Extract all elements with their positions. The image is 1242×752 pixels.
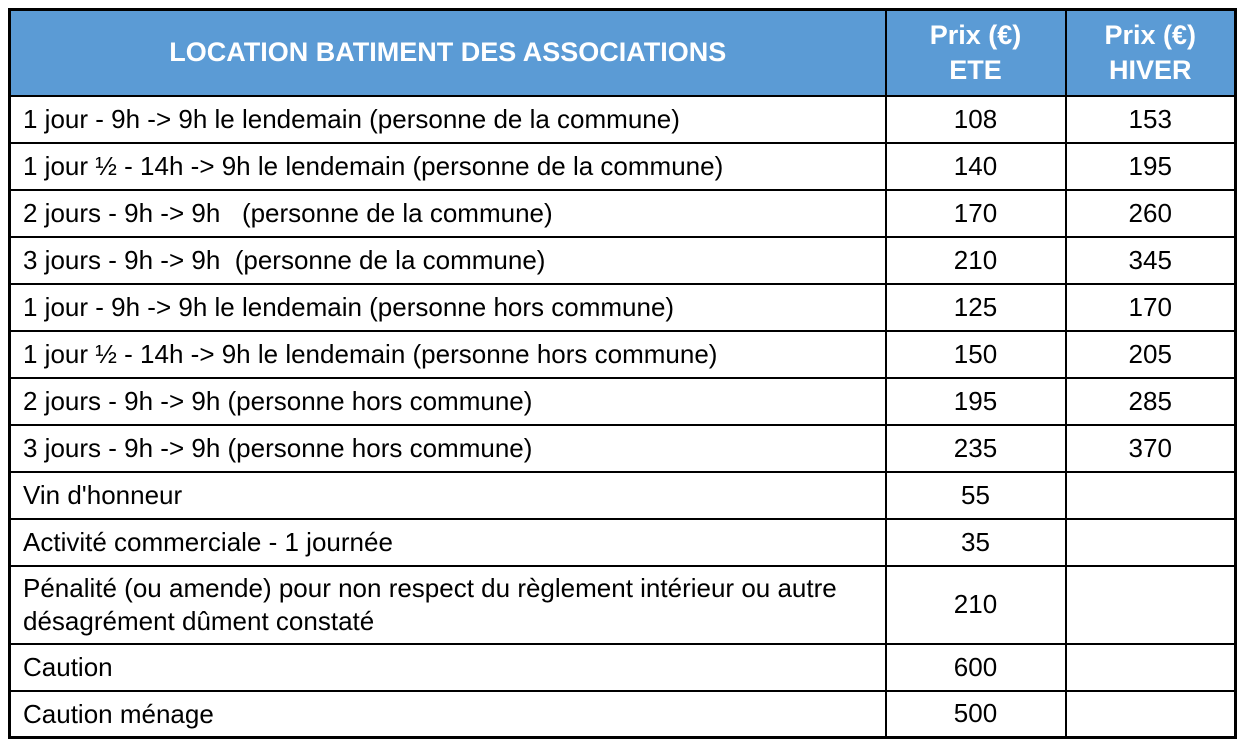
- price-ete-cell: 195: [884, 376, 1067, 426]
- price-hiver-cell: [1064, 564, 1237, 645]
- price-ete-cell: 600: [884, 642, 1067, 692]
- price-ete-cell: 35: [884, 517, 1067, 567]
- table-row: 1 jour - 9h -> 9h le lendemain (personne…: [8, 94, 1237, 144]
- price-ete-cell: 125: [884, 282, 1067, 332]
- table-row: 1 jour - 9h -> 9h le lendemain (personne…: [8, 282, 1237, 332]
- price-ete-cell: 210: [884, 235, 1067, 285]
- table-row: Caution 600: [8, 642, 1237, 692]
- table-row: 1 jour ½ - 14h -> 9h le lendemain (perso…: [8, 141, 1237, 191]
- header-row: LOCATION BATIMENT DES ASSOCIATIONS Prix …: [8, 8, 1237, 97]
- table-row: 2 jours - 9h -> 9h (personne de la commu…: [8, 188, 1237, 238]
- table-row: 3 jours - 9h -> 9h (personne de la commu…: [8, 235, 1237, 285]
- row-label-cell: Pénalité (ou amende) pour non respect du…: [8, 564, 887, 645]
- row-label-cell: 1 jour - 9h -> 9h le lendemain (personne…: [8, 94, 887, 144]
- price-hiver-cell: 370: [1064, 423, 1237, 473]
- pricing-table: LOCATION BATIMENT DES ASSOCIATIONS Prix …: [8, 8, 1237, 739]
- table-row: 3 jours - 9h -> 9h (personne hors commun…: [8, 423, 1237, 473]
- row-label-cell: Activité commerciale - 1 journée: [8, 517, 887, 567]
- row-label-cell: 2 jours - 9h -> 9h (personne hors commun…: [8, 376, 887, 426]
- table-title: LOCATION BATIMENT DES ASSOCIATIONS: [8, 8, 887, 97]
- table-row: 2 jours - 9h -> 9h (personne hors commun…: [8, 376, 1237, 426]
- price-ete-cell: 235: [884, 423, 1067, 473]
- row-label-cell: 3 jours - 9h -> 9h (personne hors commun…: [8, 423, 887, 473]
- table-row: 1 jour ½ - 14h -> 9h le lendemain (perso…: [8, 329, 1237, 379]
- price-ete-cell: 140: [884, 141, 1067, 191]
- price-hiver-cell: [1064, 689, 1237, 739]
- col-header-hiver: Prix (€) HIVER: [1064, 8, 1237, 97]
- col-header-ete: Prix (€) ETE: [884, 8, 1067, 97]
- price-ete-cell: 55: [884, 470, 1067, 520]
- price-ete-cell: 210: [884, 564, 1067, 645]
- price-hiver-cell: 345: [1064, 235, 1237, 285]
- price-ete-cell: 150: [884, 329, 1067, 379]
- price-hiver-cell: 195: [1064, 141, 1237, 191]
- row-label-cell: Caution ménage: [8, 689, 887, 739]
- row-label-cell: 1 jour ½ - 14h -> 9h le lendemain (perso…: [8, 141, 887, 191]
- row-label-cell: 1 jour - 9h -> 9h le lendemain (personne…: [8, 282, 887, 332]
- row-label-cell: 2 jours - 9h -> 9h (personne de la commu…: [8, 188, 887, 238]
- price-hiver-cell: [1064, 517, 1237, 567]
- price-hiver-cell: 205: [1064, 329, 1237, 379]
- table-row: Activité commerciale - 1 journée 35: [8, 517, 1237, 567]
- table-row: Vin d'honneur 55: [8, 470, 1237, 520]
- price-hiver-cell: 170: [1064, 282, 1237, 332]
- table-row: Caution ménage 500: [8, 689, 1237, 739]
- row-label-cell: 3 jours - 9h -> 9h (personne de la commu…: [8, 235, 887, 285]
- price-hiver-cell: [1064, 642, 1237, 692]
- price-hiver-cell: 153: [1064, 94, 1237, 144]
- price-hiver-cell: 260: [1064, 188, 1237, 238]
- table-row: Pénalité (ou amende) pour non respect du…: [8, 564, 1237, 645]
- price-hiver-cell: 285: [1064, 376, 1237, 426]
- row-label-cell: Caution: [8, 642, 887, 692]
- price-ete-cell: 108: [884, 94, 1067, 144]
- price-ete-cell: 500: [884, 689, 1067, 739]
- price-hiver-cell: [1064, 470, 1237, 520]
- price-ete-cell: 170: [884, 188, 1067, 238]
- row-label-cell: Vin d'honneur: [8, 470, 887, 520]
- row-label-cell: 1 jour ½ - 14h -> 9h le lendemain (perso…: [8, 329, 887, 379]
